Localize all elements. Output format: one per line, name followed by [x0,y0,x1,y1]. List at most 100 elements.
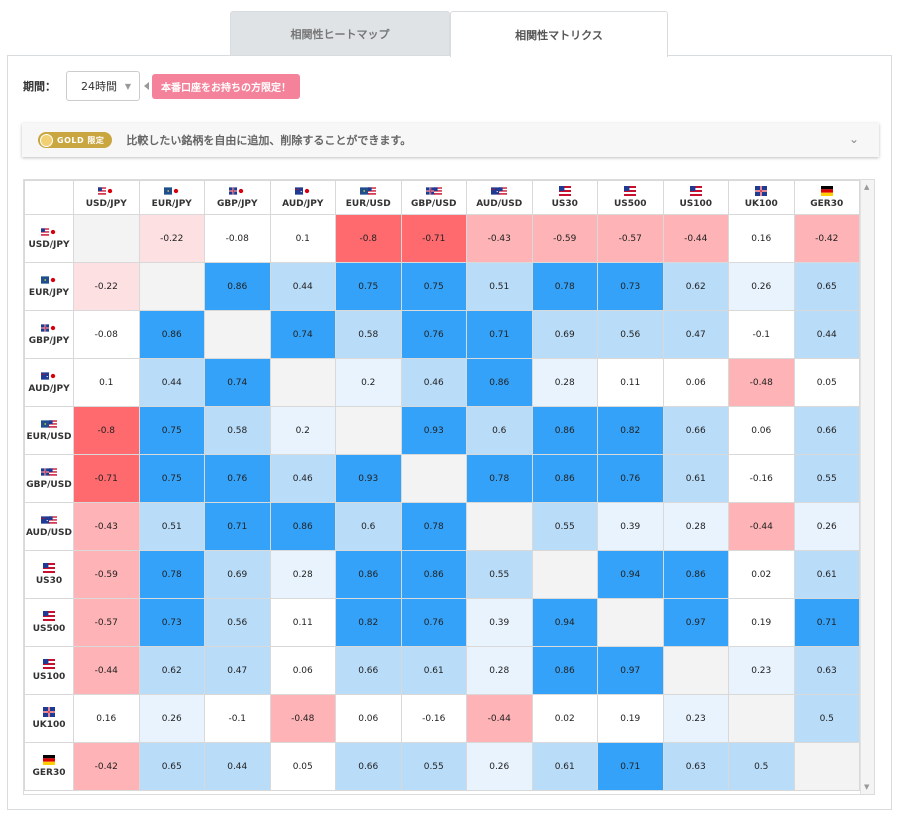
diagonal-cell [269,358,336,407]
eur-jpy-flag-icon [163,187,180,195]
correlation-cell: 0.78 [531,262,598,311]
row-header-aud-jpy[interactable]: AUD/JPY [24,358,74,407]
row-header-label: US30 [35,576,63,586]
col-header-eur-usd[interactable]: EUR/USD [335,180,402,215]
scroll-down-icon[interactable]: ▼ [864,783,870,791]
correlation-cell: 0.39 [597,502,664,551]
diagonal-cell [204,310,271,359]
correlation-cell: 0.71 [793,598,860,647]
col-header-aud-jpy[interactable]: AUD/JPY [269,180,336,215]
correlation-cell: 0.73 [138,598,205,647]
correlation-cell: 0.06 [335,694,402,743]
diagonal-cell [138,262,205,311]
col-header-us500[interactable]: US500 [597,180,664,215]
vertical-scrollbar[interactable]: ▲ ▼ [860,180,874,794]
gold-feature-bar[interactable]: GOLD 限定 比較したい銘柄を自由に追加、削除することができます。 ⌄ [22,123,879,157]
correlation-cell: 0.47 [662,310,729,359]
correlation-cell: 0.97 [597,646,664,695]
row-header-ger30[interactable]: GER30 [24,742,74,791]
aud-usd-flag-icon [491,187,508,195]
aud-usd-flag-icon [41,516,57,524]
col-header-aud-usd[interactable]: AUD/USD [466,180,533,215]
correlation-cell: 0.28 [662,502,729,551]
correlation-cell: 0.62 [662,262,729,311]
col-header-label: AUD/USD [476,199,523,209]
chevron-down-icon[interactable]: ⌄ [848,132,859,146]
gbp-jpy-flag-icon [229,187,246,195]
row-header-label: US500 [32,624,66,634]
correlation-cell: 0.93 [400,406,467,455]
live-account-promo-badge: 本番口座をお持ちの方限定！ [152,73,300,99]
correlation-cell: 0.06 [269,646,336,695]
col-header-label: US500 [613,199,647,209]
correlation-cell: 0.51 [138,502,205,551]
correlation-cell: 0.75 [335,262,402,311]
row-header-label: EUR/USD [26,432,72,442]
row-header-us500[interactable]: US500 [24,598,74,647]
col-header-us30[interactable]: US30 [531,180,598,215]
col-header-eur-jpy[interactable]: EUR/JPY [138,180,205,215]
correlation-cell: 0.28 [531,358,598,407]
period-select[interactable]: 24時間 ▼ [66,71,140,101]
col-header-uk100[interactable]: UK100 [728,180,795,215]
diagonal-cell [335,406,402,455]
ger30-flag-icon [820,186,833,196]
row-header-usd-jpy[interactable]: USD/JPY [24,214,74,263]
tab-correlation-matrix[interactable]: 相関性マトリクス [450,11,668,57]
col-header-label: GBP/USD [411,199,457,209]
row-header-gbp-jpy[interactable]: GBP/JPY [24,310,74,359]
col-header-usd-jpy[interactable]: USD/JPY [73,180,140,215]
correlation-cell: 0.97 [662,598,729,647]
col-header-ger30[interactable]: GER30 [793,180,860,215]
col-header-us100[interactable]: US100 [662,180,729,215]
correlation-cell: 0.86 [335,550,402,599]
scroll-up-icon[interactable]: ▲ [864,183,870,191]
correlation-cell: -0.48 [269,694,336,743]
row-header-eur-usd[interactable]: EUR/USD [24,406,74,455]
correlation-cell: -0.8 [73,406,140,455]
row-header-aud-usd[interactable]: AUD/USD [24,502,74,551]
row-header-label: EUR/JPY [28,288,70,298]
table-row: US30 -0.59 0.78 0.69 0.28 0.86 0.86 0.55 0.94 0.8… [24,550,860,599]
correlation-cell: 0.94 [531,598,598,647]
row-header-label: GBP/JPY [28,336,70,346]
diagonal-cell [466,502,533,551]
correlation-cell: 0.26 [466,742,533,791]
correlation-cell: 0.75 [138,454,205,503]
correlation-cell: 0.06 [728,406,795,455]
correlation-cell: 0.44 [138,358,205,407]
tab-correlation-heatmap[interactable]: 相関性ヒートマップ [230,11,450,56]
correlation-cell: 0.61 [400,646,467,695]
correlation-cell: -0.1 [728,310,795,359]
correlation-cell: -0.42 [793,214,860,263]
correlation-cell: 0.1 [269,214,336,263]
row-header-eur-jpy[interactable]: EUR/JPY [24,262,74,311]
gbp-usd-flag-icon [41,468,57,476]
col-header-label: GBP/JPY [216,199,258,209]
correlation-cell: 0.86 [662,550,729,599]
correlation-cell: 0.63 [662,742,729,791]
diagonal-cell [793,742,860,791]
correlation-cell: 0.23 [728,646,795,695]
correlation-cell: 0.71 [466,310,533,359]
usd-jpy-flag-icon [98,187,115,195]
col-header-gbp-jpy[interactable]: GBP/JPY [204,180,271,215]
table-row: UK100 0.16 0.26 -0.1 -0.48 0.06 -0.16 -0.44 0.02… [24,694,860,743]
correlation-cell: 0.61 [793,550,860,599]
row-header-label: AUD/USD [25,528,72,538]
col-header-label: EUR/USD [345,199,391,209]
row-header-label: GER30 [32,768,66,778]
ger30-flag-icon [43,755,55,765]
correlation-cell: 0.05 [793,358,860,407]
correlation-cell: 0.74 [269,310,336,359]
correlation-cell: 0.26 [793,502,860,551]
col-header-gbp-usd[interactable]: GBP/USD [400,180,467,215]
correlation-cell: 0.71 [597,742,664,791]
correlation-cell: 0.66 [335,646,402,695]
row-header-uk100[interactable]: UK100 [24,694,74,743]
row-header-us100[interactable]: US100 [24,646,74,695]
row-header-label: UK100 [32,720,66,730]
correlation-cell: 0.66 [793,406,860,455]
row-header-gbp-usd[interactable]: GBP/USD [24,454,74,503]
row-header-us30[interactable]: US30 [24,550,74,599]
